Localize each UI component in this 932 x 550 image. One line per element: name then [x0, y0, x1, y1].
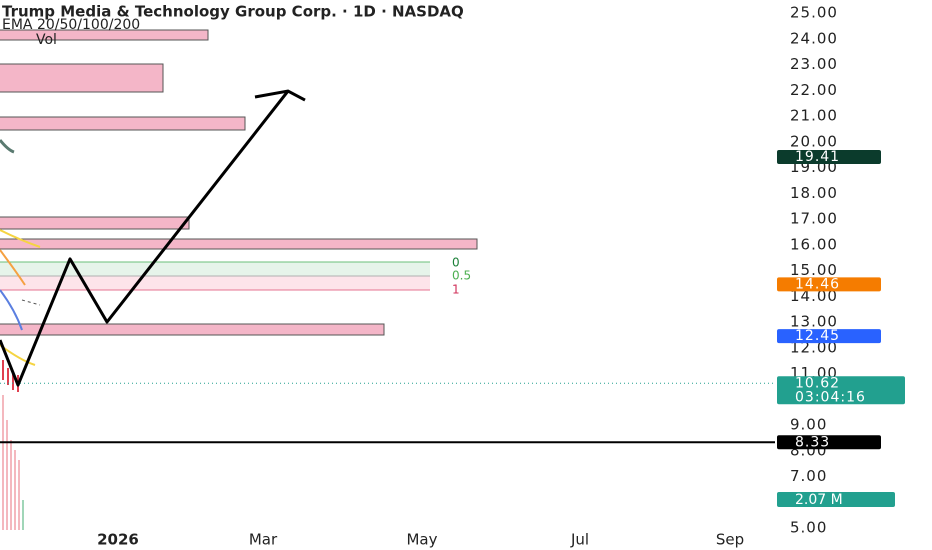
price-badge	[777, 277, 881, 292]
price-label: 12.45	[795, 328, 840, 344]
y-tick-label: 25.00	[790, 4, 838, 22]
y-tick-label: 7.00	[790, 467, 827, 485]
countdown: 03:04:16	[795, 389, 866, 405]
y-tick-label: 20.00	[790, 132, 838, 150]
price-label: 14.46	[795, 276, 840, 292]
y-tick-label: 13.00	[790, 313, 838, 331]
x-tick-label: May	[406, 531, 437, 549]
y-tick-label: 16.00	[790, 235, 838, 253]
volume	[2, 395, 24, 530]
y-tick-label: 9.00	[790, 416, 827, 434]
y-tick-label: 18.00	[790, 184, 838, 202]
ema-line	[0, 249, 26, 286]
y-tick-label: 24.00	[790, 29, 838, 47]
volume-label: 2.07 M	[795, 492, 843, 508]
y-tick-label: 21.00	[790, 107, 838, 125]
price-label: 19.41	[795, 149, 840, 165]
axis-bg	[775, 0, 932, 550]
zone	[0, 63, 164, 93]
price-label: 10.62	[795, 375, 840, 391]
x-tick-label: Jul	[570, 531, 589, 549]
fib-label: 0.5	[452, 269, 471, 283]
ema-line	[0, 139, 15, 154]
price-badge	[777, 329, 881, 344]
price-label: 8.33	[795, 434, 830, 450]
chart-title: Trump Media & Technology Group Corp. · 1…	[2, 3, 464, 21]
price-badge	[777, 376, 905, 405]
zone	[0, 238, 478, 250]
indicator-label: EMA 20/50/100/200	[2, 17, 140, 33]
zone	[0, 29, 209, 41]
x-tick-label: Sep	[716, 531, 744, 549]
x-tick-label: Mar	[249, 531, 278, 549]
indicator-label: Vol	[36, 32, 57, 48]
zone	[0, 323, 385, 336]
volume-badge	[777, 492, 895, 507]
zone	[0, 116, 246, 131]
y-tick-label: 22.00	[790, 81, 838, 99]
fib-zone	[0, 276, 430, 290]
layer	[0, 89, 775, 444]
zones: 0 0.5 1	[0, 29, 478, 336]
price-badge	[777, 149, 881, 164]
ema-line	[0, 289, 23, 331]
trend-line	[21, 299, 41, 306]
arrow-head	[254, 89, 306, 102]
ema-line	[0, 229, 41, 248]
x-tick-label: 2026	[97, 531, 139, 549]
fib-zone	[0, 262, 430, 276]
price-badge	[777, 435, 881, 450]
fib-label: 1	[452, 283, 460, 297]
y-tick-label: 23.00	[790, 55, 838, 73]
y-tick-label: 17.00	[790, 210, 838, 228]
y-tick-label: 5.00	[790, 519, 827, 537]
y-tick-label: 15.00	[790, 261, 838, 279]
projection-line	[0, 90, 290, 387]
zone	[0, 216, 190, 230]
fib-label: 0	[452, 256, 460, 270]
